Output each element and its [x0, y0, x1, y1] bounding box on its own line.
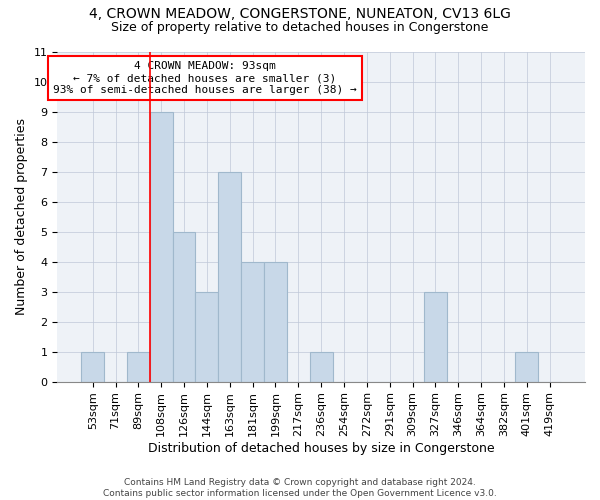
Bar — [81, 352, 104, 382]
Bar — [173, 232, 196, 382]
Bar — [196, 292, 218, 382]
Bar — [424, 292, 447, 382]
Y-axis label: Number of detached properties: Number of detached properties — [15, 118, 28, 315]
Bar — [150, 112, 173, 382]
Text: Contains HM Land Registry data © Crown copyright and database right 2024.
Contai: Contains HM Land Registry data © Crown c… — [103, 478, 497, 498]
Text: 4 CROWN MEADOW: 93sqm
← 7% of detached houses are smaller (3)
93% of semi-detach: 4 CROWN MEADOW: 93sqm ← 7% of detached h… — [53, 62, 357, 94]
Bar — [218, 172, 241, 382]
Bar — [127, 352, 150, 382]
Bar — [264, 262, 287, 382]
Text: 4, CROWN MEADOW, CONGERSTONE, NUNEATON, CV13 6LG: 4, CROWN MEADOW, CONGERSTONE, NUNEATON, … — [89, 8, 511, 22]
X-axis label: Distribution of detached houses by size in Congerstone: Distribution of detached houses by size … — [148, 442, 494, 455]
Bar — [515, 352, 538, 382]
Text: Size of property relative to detached houses in Congerstone: Size of property relative to detached ho… — [112, 21, 488, 34]
Bar — [310, 352, 332, 382]
Bar — [241, 262, 264, 382]
